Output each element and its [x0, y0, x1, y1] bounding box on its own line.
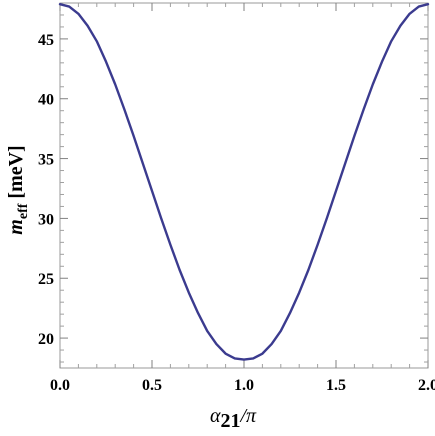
ticks: 0.0 0.5 1.0 1.5 2.0 20 25 30 35 40 45	[38, 2, 435, 394]
y-tick-label: 30	[38, 211, 54, 228]
x-tick-label: 0.0	[50, 377, 70, 394]
series-curve-group	[58, 2, 430, 361]
x-tick-label: 1.5	[326, 377, 346, 394]
series-line	[58, 2, 430, 361]
y-tick-label: 20	[38, 331, 54, 348]
x-axis-title: α21/π	[210, 405, 257, 432]
x-tick-label: 0.5	[142, 377, 162, 394]
plot-border	[59, 2, 429, 369]
y-tick-label: 25	[38, 271, 54, 288]
y-tick-label: 45	[38, 32, 54, 49]
x-tick-label: 1.0	[234, 377, 254, 394]
y-tick-label: 35	[38, 152, 54, 169]
y-tick-label: 40	[38, 92, 54, 109]
y-axis-title: meff [meV]	[5, 145, 31, 234]
x-tick-label: 2.0	[418, 377, 435, 394]
plot-frame	[59, 2, 429, 369]
